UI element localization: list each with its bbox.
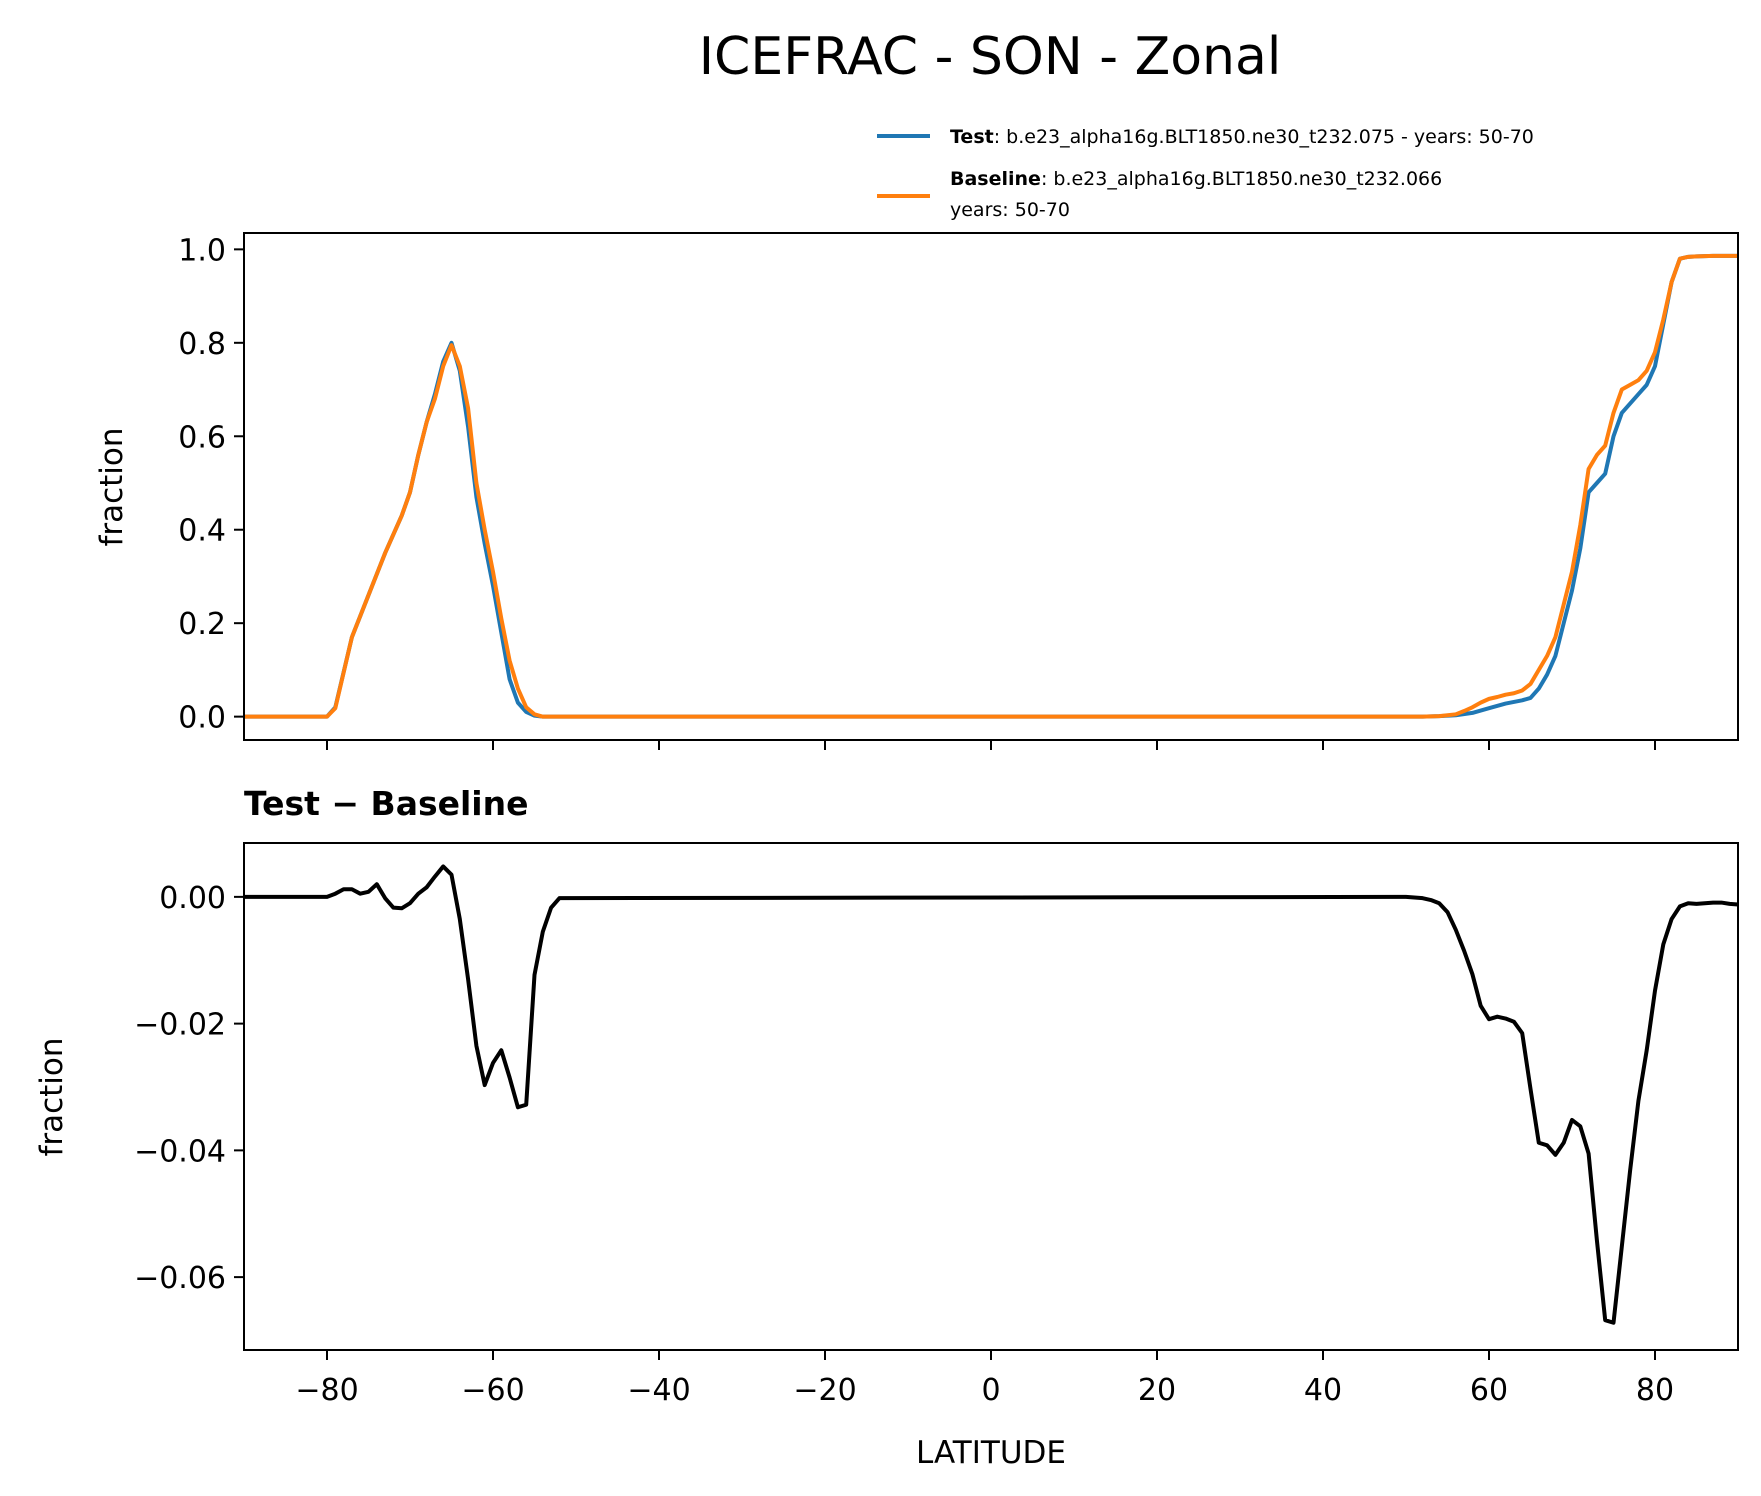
legend-baseline-entry: Baseline: b.e23_alpha16g.BLT1850.ne30_t2…: [950, 168, 1442, 190]
y-tick-label: −0.04: [134, 1134, 226, 1169]
legend-test-entry: Test: b.e23_alpha16g.BLT1850.ne30_t232.0…: [950, 126, 1534, 148]
series-line-baseline: [244, 253, 1738, 719]
top-x-ticks: [326, 740, 1656, 750]
chart-title: ICEFRAC - SON - Zonal: [699, 27, 1282, 87]
top-series-lines: [244, 253, 1738, 719]
y-tick-label: 0.6: [178, 420, 226, 455]
legend-baseline-label: Baseline: [950, 168, 1041, 190]
y-tick-label: 0.4: [178, 514, 226, 549]
x-tick-label: −20: [793, 1373, 856, 1408]
series-line-test-baseline: [244, 864, 1739, 1325]
top-y-ticks: 0.0 0.2 0.4 0.6 0.8 1.0: [178, 233, 244, 736]
legend-baseline-text: : b.e23_alpha16g.BLT1850.ne30_t232.066: [1041, 168, 1442, 190]
legend-test-text: : b.e23_alpha16g.BLT1850.ne30_t232.075 -…: [994, 126, 1534, 148]
difference-panel-title: Test − Baseline: [244, 784, 529, 823]
bottom-panel: Test − Baseline 0.00−0.02−0.04−0.06 −80−…: [34, 784, 1739, 1471]
y-tick-label: −0.02: [134, 1008, 226, 1043]
y-tick-label: 0.00: [159, 881, 226, 916]
y-tick-label: 1.0: [178, 233, 226, 268]
y-tick-label: −0.06: [134, 1261, 226, 1296]
x-axis-label: LATITUDE: [916, 1435, 1066, 1471]
bottom-y-ticks: 0.00 −0.02 −0.04 −0.06: [134, 881, 244, 1296]
x-tick-label: −60: [461, 1373, 524, 1408]
legend: Test: b.e23_alpha16g.BLT1850.ne30_t232.0…: [877, 126, 1534, 221]
y-tick-label: 0.0: [178, 701, 226, 736]
x-tick-label: 40: [1304, 1373, 1342, 1408]
top-panel: 0.0 0.2 0.4 0.6 0.8 1.0 fraction: [94, 232, 1739, 750]
bottom-series-lines: [244, 864, 1739, 1325]
top-y-axis-label: fraction: [94, 427, 130, 546]
bottom-y-axis-label: fraction: [34, 1037, 70, 1156]
legend-baseline-text-line2: years: 50-70: [950, 199, 1070, 221]
x-tick-label: 20: [1138, 1373, 1176, 1408]
x-tick-label: −40: [627, 1373, 690, 1408]
bottom-x-ticks: −80 −60 −40 −20 0 20 40 60 80: [295, 1350, 1674, 1408]
legend-test-label: Test: [950, 126, 994, 148]
x-tick-label: −80: [295, 1373, 358, 1408]
x-tick-label: 60: [1470, 1373, 1508, 1408]
y-tick-label: 0.8: [178, 327, 226, 362]
x-tick-label: 80: [1636, 1373, 1674, 1408]
x-tick-label: 0: [981, 1373, 1000, 1408]
y-tick-label: 0.2: [178, 607, 226, 642]
